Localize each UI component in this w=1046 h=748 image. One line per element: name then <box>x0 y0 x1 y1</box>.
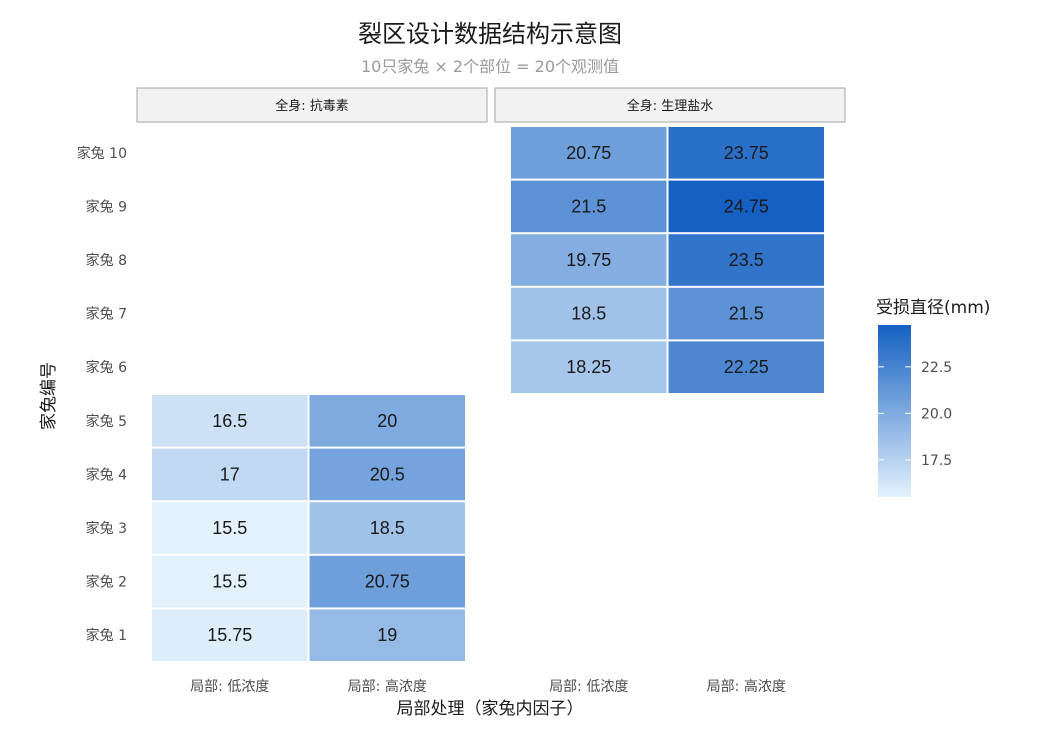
cell-value-label: 21.5 <box>729 304 764 324</box>
heatmap-cell <box>309 448 465 501</box>
cell-value-label: 20 <box>377 411 397 431</box>
cell-value-label: 23.75 <box>724 143 769 163</box>
cell-value-label: 18.5 <box>370 518 405 538</box>
cell-value-label: 23.5 <box>729 250 764 270</box>
cell-value-label: 15.5 <box>212 518 247 538</box>
y-tick-label: 家兔 2 <box>86 574 127 591</box>
x-tick-label: 局部: 高浓度 <box>707 678 786 695</box>
heatmap-cell <box>309 555 465 608</box>
legend-colorbar <box>878 325 911 497</box>
cell-value-label: 18.25 <box>566 357 611 377</box>
x-tick-label: 局部: 低浓度 <box>549 679 628 695</box>
heatmap-cell <box>511 127 667 179</box>
heatmap-cell <box>511 287 667 340</box>
y-tick-label: 家兔 3 <box>86 520 127 537</box>
y-tick-label: 家兔 9 <box>86 198 127 215</box>
y-tick-label: 家兔 8 <box>86 252 127 269</box>
y-tick-label: 家兔 7 <box>86 306 127 323</box>
x-tick-labels: 局部: 低浓度 局部: 高浓度 局部: 低浓度 局部: 高浓度 <box>190 678 786 695</box>
cell-value-label: 24.75 <box>724 196 769 216</box>
cell-value-label: 15.5 <box>212 572 247 592</box>
cell-value-label: 16.5 <box>212 411 247 431</box>
heatmap-cell <box>309 502 465 554</box>
heatmap-cell <box>152 555 308 608</box>
y-tick-label: 家兔 5 <box>86 413 127 430</box>
heatmap-cell <box>152 502 308 554</box>
y-tick-label: 家兔 6 <box>86 359 127 376</box>
cell-value-label: 20.5 <box>370 464 405 484</box>
y-axis-title: 家兔编号 <box>39 362 59 430</box>
x-tick-label: 局部: 高浓度 <box>348 678 427 695</box>
color-legend: 受损直径(mm) 17.5 20.0 22.5 <box>876 298 990 497</box>
x-axis-title: 局部处理（家兔内因子） <box>397 699 584 719</box>
facet-panels: 全身: 抗毒素 15.75 19 15.5 20.75 15.5 18.5 17 20.5 16.… <box>136 87 846 661</box>
heatmap-cell <box>668 234 824 286</box>
heatmap-cell <box>668 127 824 179</box>
heatmap-cell <box>668 341 824 393</box>
cell-value-label: 17 <box>220 464 240 484</box>
facet-strip-label: 全身: 抗毒素 <box>275 98 349 114</box>
legend-tick-label: 17.5 <box>921 453 952 469</box>
cell-value-label: 20.75 <box>365 572 410 592</box>
facet-strip <box>136 87 488 123</box>
heatmap-cell <box>152 609 308 661</box>
legend-tick-label: 22.5 <box>921 360 952 376</box>
cell-value-label: 21.5 <box>571 196 606 216</box>
legend-tick-label: 20.0 <box>921 406 952 422</box>
y-tick-label: 家兔 10 <box>77 145 127 162</box>
heatmap-cell <box>309 395 465 447</box>
facet-panel: 全身: 生理盐水 18.25 22.25 18.5 21.5 19.75 23.5 21.5 2… <box>494 87 846 393</box>
heatmap-cell <box>511 341 667 393</box>
heatmap-cell <box>309 609 465 661</box>
cell-value-label: 18.5 <box>571 304 606 324</box>
y-tick-label: 家兔 1 <box>86 627 127 644</box>
heatmap-cell <box>668 287 824 340</box>
heatmap-cell <box>511 234 667 286</box>
cell-value-label: 15.75 <box>207 625 252 645</box>
facet-strip <box>494 87 846 123</box>
y-tick-labels: 家兔 1 家兔 2 家兔 3 家兔 4 家兔 5 家兔 6 家兔 7 家兔 8 家兔 9 家兔 1… <box>77 145 127 644</box>
chart-subtitle: 10只家兔 × 2个部位 = 20个观测值 <box>361 57 619 76</box>
legend-title: 受损直径(mm) <box>876 298 990 318</box>
heatmap-cell <box>511 180 667 233</box>
cell-value-label: 20.75 <box>566 143 611 163</box>
cell-value-label: 19 <box>377 625 397 645</box>
x-tick-label: 局部: 低浓度 <box>190 679 269 695</box>
facet-strip-label: 全身: 生理盐水 <box>627 98 714 114</box>
facet-panel: 全身: 抗毒素 15.75 19 15.5 20.75 15.5 18.5 17 20.5 16.… <box>136 87 488 661</box>
heatmap-cell <box>152 395 308 447</box>
chart-title: 裂区设计数据结构示意图 <box>358 20 622 48</box>
cell-value-label: 19.75 <box>566 250 611 270</box>
y-tick-label: 家兔 4 <box>86 466 127 483</box>
cell-value-label: 22.25 <box>724 357 769 377</box>
heatmap-cell <box>152 448 308 501</box>
heatmap-cell <box>668 180 824 233</box>
